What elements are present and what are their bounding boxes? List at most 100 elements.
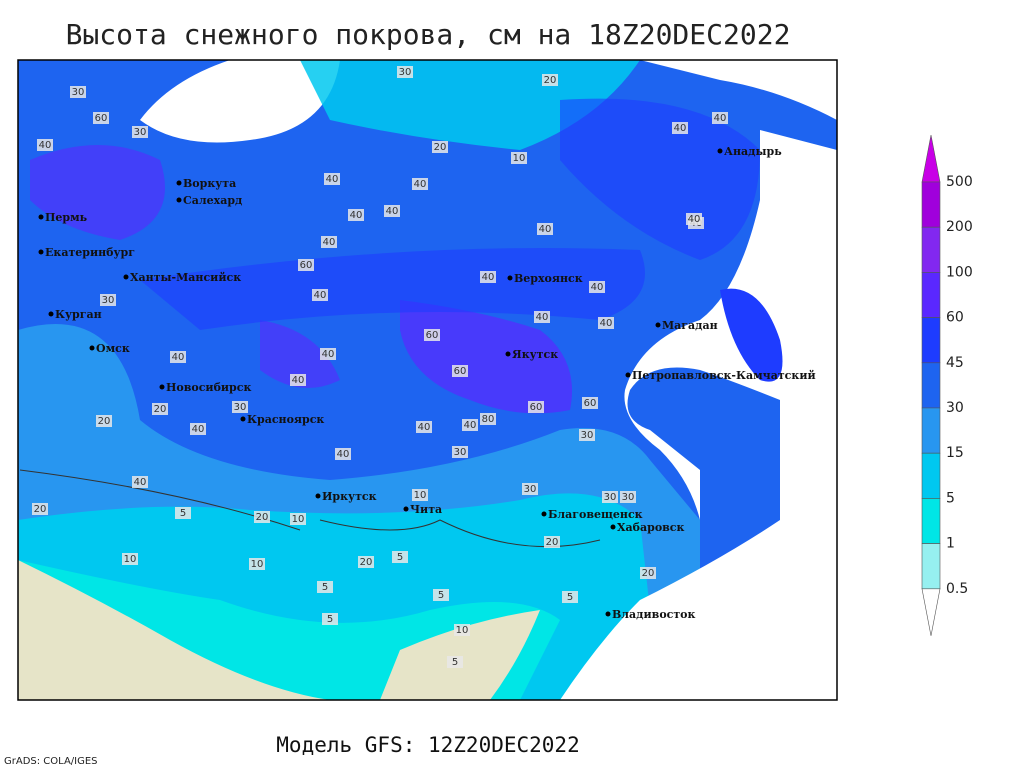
legend-label: 15 xyxy=(946,445,964,461)
city-label: Якутск xyxy=(512,348,558,361)
contour-label: 5 xyxy=(397,552,403,563)
legend-swatch xyxy=(921,226,941,273)
contour-label: 40 xyxy=(314,290,327,301)
city-label: Новосибирск xyxy=(166,381,251,394)
contour-label-bg xyxy=(290,374,306,386)
legend-label: 30 xyxy=(946,400,964,416)
city-label: Воркута xyxy=(183,177,236,190)
contour-label: 10 xyxy=(456,625,469,636)
contour-label: 40 xyxy=(337,449,350,460)
contour-label: 40 xyxy=(350,210,363,221)
city-dot xyxy=(315,493,321,499)
city-label: Курган xyxy=(55,308,102,321)
contour-label-bg xyxy=(37,139,53,151)
contour-label-bg xyxy=(582,397,598,409)
contour-label: 60 xyxy=(426,330,439,341)
city-label: Иркутск xyxy=(322,490,377,503)
contour-label: 40 xyxy=(134,477,147,488)
contour-label-bg xyxy=(190,423,206,435)
contour-label: 40 xyxy=(674,123,687,134)
contour-label: 60 xyxy=(454,366,467,377)
contour-label: 60 xyxy=(300,260,313,271)
contour-label-bg xyxy=(96,415,112,427)
contour-label: 30 xyxy=(234,402,247,413)
legend-label: 500 xyxy=(946,174,973,190)
contour-label-bg xyxy=(562,591,578,603)
contour-label-bg xyxy=(432,141,448,153)
city-label: Екатеринбург xyxy=(45,246,135,259)
contour-label-bg xyxy=(122,553,138,565)
city-dot xyxy=(717,148,723,154)
city-dot xyxy=(507,275,513,281)
city-dot xyxy=(176,197,182,203)
contour-label-bg xyxy=(452,365,468,377)
city-dot xyxy=(505,351,511,357)
contour-label: 20 xyxy=(98,416,111,427)
contour-label: 10 xyxy=(124,554,137,565)
city-dot xyxy=(38,249,44,255)
contour-label: 30 xyxy=(399,67,412,78)
contour-label-bg xyxy=(447,656,463,668)
legend-label: 200 xyxy=(946,219,973,235)
contour-label: 40 xyxy=(322,349,335,360)
contour-label: 10 xyxy=(292,514,305,525)
city-label: Верхоянск xyxy=(514,272,583,285)
contour-label-bg xyxy=(170,351,186,363)
contour-label: 20 xyxy=(544,75,557,86)
contour-label: 60 xyxy=(584,398,597,409)
contour-label: 30 xyxy=(134,127,147,138)
contour-label-bg xyxy=(598,317,614,329)
legend-swatch xyxy=(921,452,941,499)
contour-label-bg xyxy=(298,259,314,271)
contour-label-bg xyxy=(480,271,496,283)
contour-label: 20 xyxy=(256,512,269,523)
contour-label: 40 xyxy=(39,140,52,151)
contour-label: 60 xyxy=(95,113,108,124)
contour-label-bg xyxy=(358,556,374,568)
legend-label: 45 xyxy=(946,355,964,371)
contour-label: 20 xyxy=(434,142,447,153)
contour-label-bg xyxy=(602,491,618,503)
contour-label: 30 xyxy=(72,87,85,98)
contour-label-bg xyxy=(416,421,432,433)
contour-label: 40 xyxy=(714,113,727,124)
contour-label: 5 xyxy=(567,592,573,603)
contour-label: 80 xyxy=(482,414,495,425)
city-dot xyxy=(48,311,54,317)
contour-label-bg xyxy=(322,613,338,625)
contour-label-bg xyxy=(132,476,148,488)
contour-label-bg xyxy=(528,401,544,413)
contour-label-bg xyxy=(312,289,328,301)
contour-label: 40 xyxy=(591,282,604,293)
contour-label: 40 xyxy=(688,214,701,225)
city-label: Владивосток xyxy=(612,608,696,621)
contour-label-bg xyxy=(480,413,496,425)
contour-label: 40 xyxy=(464,420,477,431)
city-label: Пермь xyxy=(45,211,88,224)
contour-label: 40 xyxy=(418,422,431,433)
contour-label-bg xyxy=(397,66,413,78)
contour-label-bg xyxy=(686,213,702,225)
legend-swatch xyxy=(921,588,941,636)
city-dot xyxy=(38,214,44,220)
contour-label: 10 xyxy=(513,153,526,164)
legend-label: 60 xyxy=(946,310,964,326)
contour-label-bg xyxy=(579,429,595,441)
contour-label: 20 xyxy=(546,537,559,548)
contour-label-bg xyxy=(384,205,400,217)
legend-swatch xyxy=(921,181,941,228)
city-dot xyxy=(610,524,616,530)
contour-label-bg xyxy=(462,419,478,431)
city-dot xyxy=(159,384,165,390)
contour-label: 40 xyxy=(292,375,305,386)
city-label: Чита xyxy=(410,503,442,516)
contour-label-bg xyxy=(534,311,550,323)
contour-label-bg xyxy=(454,624,470,636)
contour-label-bg xyxy=(321,236,337,248)
city-dot xyxy=(176,180,182,186)
legend-swatch xyxy=(921,134,941,183)
contour-label-bg xyxy=(412,178,428,190)
contour-label-bg xyxy=(335,448,351,460)
legend-label: 5 xyxy=(946,490,955,506)
contour-label: 5 xyxy=(180,508,186,519)
